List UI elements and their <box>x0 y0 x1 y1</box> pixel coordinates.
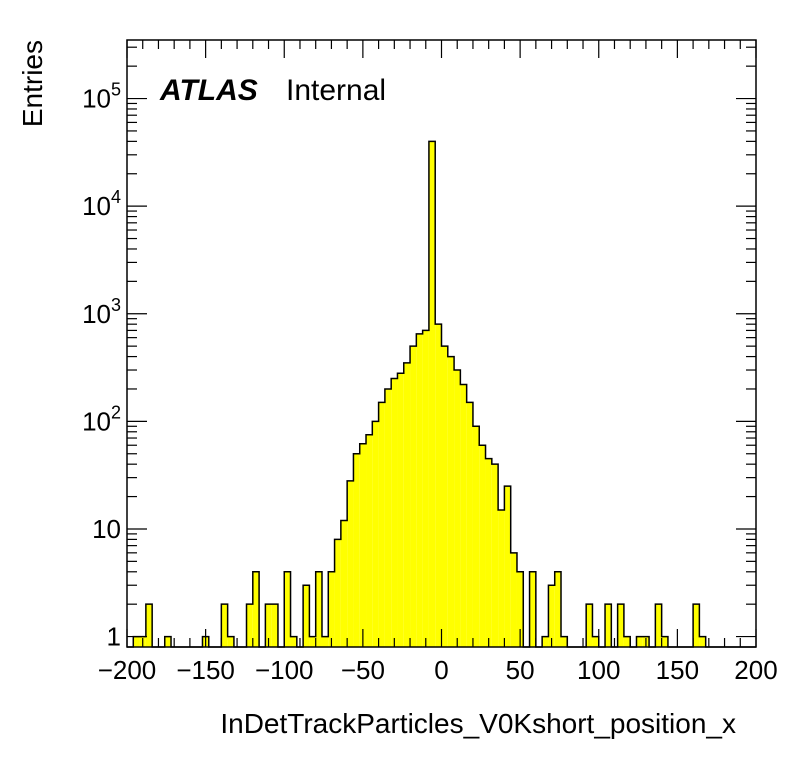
histogram-bar <box>353 453 360 647</box>
y-tick-label: 102 <box>82 402 121 436</box>
histogram-bar <box>271 604 278 647</box>
histogram-bar <box>340 520 348 647</box>
histogram-bar <box>554 571 562 647</box>
histogram-bar <box>605 604 612 647</box>
histogram-bar <box>252 571 260 647</box>
histogram-bar <box>416 333 423 647</box>
histogram-bar <box>617 604 624 647</box>
x-tick-label: −150 <box>176 655 235 685</box>
x-tick-label: 150 <box>656 655 699 685</box>
histogram-bar <box>510 552 517 647</box>
histogram-outline <box>127 140 756 648</box>
histogram-bar <box>561 636 568 647</box>
internal-label: Internal <box>286 74 386 107</box>
histogram-bar <box>472 426 480 647</box>
histogram-bar <box>498 510 505 647</box>
x-tick-label: −100 <box>255 655 314 685</box>
histogram-bar <box>303 585 310 647</box>
x-tick-label: 200 <box>734 655 777 685</box>
x-tick-label: −50 <box>341 655 385 685</box>
y-tick-labels: 1 10 102 103 104 105 <box>82 80 121 652</box>
histogram-bar <box>693 604 700 647</box>
y-tick-label: 10 <box>92 514 121 544</box>
y-tick-label: 105 <box>82 80 121 114</box>
histogram-bar <box>321 636 329 647</box>
histogram-bar <box>447 356 455 647</box>
histogram-bar <box>328 571 335 647</box>
histogram-bar <box>221 604 228 647</box>
histogram-bar <box>623 636 631 647</box>
histogram-bar <box>397 373 404 647</box>
histogram-bar <box>227 636 234 647</box>
histogram-bar <box>428 141 436 647</box>
x-tick-label: 100 <box>577 655 620 685</box>
histogram-bar <box>372 421 379 647</box>
histogram-bars <box>127 140 756 648</box>
histogram-bar <box>460 384 467 647</box>
histogram-bar <box>485 458 492 647</box>
atlas-label: ATLAS <box>159 74 258 107</box>
histogram-bar <box>145 604 153 647</box>
histogram-bar <box>133 636 140 647</box>
histogram-bar <box>661 636 668 647</box>
y-tick-label: 1 <box>107 622 121 652</box>
histogram-bar <box>655 604 662 647</box>
histogram-bar <box>265 604 272 647</box>
histogram-bar <box>422 330 429 647</box>
histogram-bar <box>284 571 291 647</box>
histogram-bar <box>315 571 322 647</box>
histogram-bar <box>359 443 367 647</box>
histogram-bar <box>636 636 643 647</box>
histogram-bar <box>542 636 549 647</box>
y-tick-label: 103 <box>82 295 121 329</box>
histogram-bar <box>529 571 536 647</box>
histogram-bar <box>290 636 297 647</box>
histogram-bar <box>391 378 398 647</box>
x-tick-label: −200 <box>98 655 157 685</box>
x-axis-title: InDetTrackParticles_V0Kshort_position_x <box>220 708 736 739</box>
histogram-bar <box>334 539 341 647</box>
histogram-bar <box>246 604 253 647</box>
histogram-bar <box>592 636 599 647</box>
histogram-bar <box>403 362 411 647</box>
axis-ticks <box>126 40 757 647</box>
histogram-bar <box>699 636 706 647</box>
y-tick-label: 104 <box>82 187 121 221</box>
x-tick-labels: −200 −150 −100 −50 0 50 100 150 200 <box>98 655 778 685</box>
histogram-bar <box>378 402 385 647</box>
histogram-bar <box>491 464 499 647</box>
x-tick-label: 0 <box>434 655 448 685</box>
histogram-bar <box>548 585 555 647</box>
histogram-bar <box>516 571 524 647</box>
histogram-bar <box>586 604 593 647</box>
histogram-bar <box>347 480 354 647</box>
x-tick-label: 50 <box>506 655 535 685</box>
histogram-bar <box>384 388 392 647</box>
histogram-bar <box>309 636 316 647</box>
y-axis-title: Entries <box>17 40 48 127</box>
histogram-bar <box>164 636 172 647</box>
histogram-bar <box>410 346 417 647</box>
histogram-bar <box>504 486 511 647</box>
histogram-bar <box>479 445 486 647</box>
histogram-bar <box>454 370 461 647</box>
histogram-bar <box>466 402 473 647</box>
histogram-bar <box>366 434 373 647</box>
histogram-bar <box>435 324 442 647</box>
histogram-bar <box>441 346 448 647</box>
